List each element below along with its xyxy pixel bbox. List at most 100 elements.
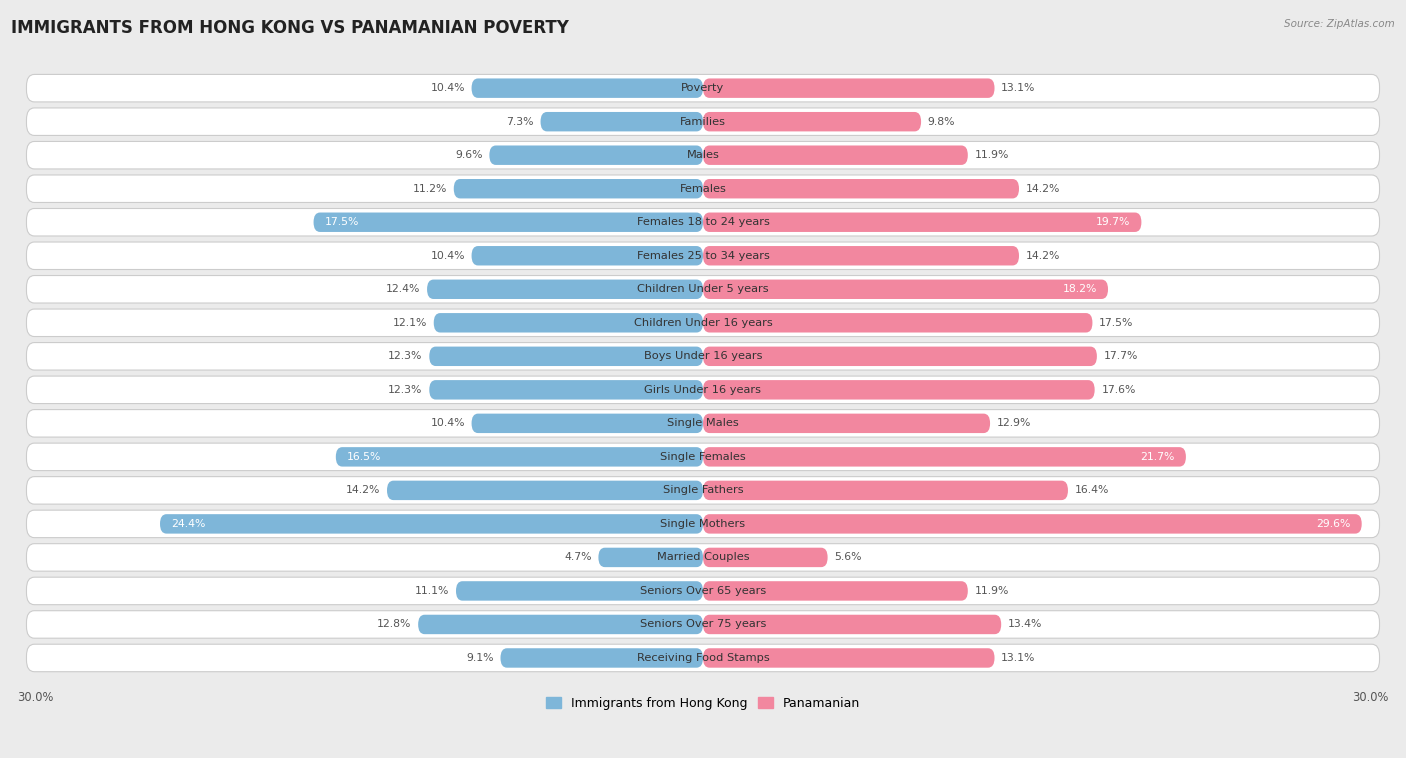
Text: 17.5%: 17.5% (1099, 318, 1133, 327)
FancyBboxPatch shape (703, 112, 921, 131)
FancyBboxPatch shape (27, 242, 1379, 270)
Text: 14.2%: 14.2% (1026, 183, 1060, 194)
FancyBboxPatch shape (427, 280, 703, 299)
Text: 16.5%: 16.5% (347, 452, 381, 462)
FancyBboxPatch shape (703, 280, 1108, 299)
Text: Children Under 16 years: Children Under 16 years (634, 318, 772, 327)
Text: Seniors Over 65 years: Seniors Over 65 years (640, 586, 766, 596)
Text: 24.4%: 24.4% (172, 519, 205, 529)
Text: 5.6%: 5.6% (834, 553, 862, 562)
FancyBboxPatch shape (27, 577, 1379, 605)
FancyBboxPatch shape (703, 648, 994, 668)
Text: 17.5%: 17.5% (325, 218, 359, 227)
FancyBboxPatch shape (27, 644, 1379, 672)
Text: Females 25 to 34 years: Females 25 to 34 years (637, 251, 769, 261)
Text: 11.9%: 11.9% (974, 150, 1010, 160)
Text: IMMIGRANTS FROM HONG KONG VS PANAMANIAN POVERTY: IMMIGRANTS FROM HONG KONG VS PANAMANIAN … (11, 19, 569, 37)
FancyBboxPatch shape (27, 208, 1379, 236)
Text: Seniors Over 75 years: Seniors Over 75 years (640, 619, 766, 629)
Text: 10.4%: 10.4% (430, 83, 465, 93)
FancyBboxPatch shape (418, 615, 703, 634)
FancyBboxPatch shape (489, 146, 703, 165)
Text: 11.1%: 11.1% (415, 586, 450, 596)
FancyBboxPatch shape (314, 212, 703, 232)
Text: 12.3%: 12.3% (388, 351, 423, 362)
Text: 11.2%: 11.2% (413, 183, 447, 194)
Text: 12.1%: 12.1% (392, 318, 427, 327)
FancyBboxPatch shape (703, 481, 1069, 500)
Text: Married Couples: Married Couples (657, 553, 749, 562)
FancyBboxPatch shape (387, 481, 703, 500)
FancyBboxPatch shape (703, 212, 1142, 232)
FancyBboxPatch shape (27, 409, 1379, 437)
FancyBboxPatch shape (27, 376, 1379, 403)
FancyBboxPatch shape (336, 447, 703, 467)
FancyBboxPatch shape (27, 108, 1379, 136)
Text: Children Under 5 years: Children Under 5 years (637, 284, 769, 294)
Text: Females: Females (679, 183, 727, 194)
FancyBboxPatch shape (703, 514, 1362, 534)
FancyBboxPatch shape (703, 414, 990, 433)
Text: 14.2%: 14.2% (1026, 251, 1060, 261)
FancyBboxPatch shape (456, 581, 703, 600)
FancyBboxPatch shape (703, 346, 1097, 366)
Text: 7.3%: 7.3% (506, 117, 534, 127)
Text: 9.6%: 9.6% (456, 150, 482, 160)
FancyBboxPatch shape (703, 447, 1185, 467)
FancyBboxPatch shape (27, 275, 1379, 303)
Text: 29.6%: 29.6% (1316, 519, 1351, 529)
Text: 9.1%: 9.1% (467, 653, 494, 663)
Text: 12.3%: 12.3% (388, 385, 423, 395)
FancyBboxPatch shape (27, 309, 1379, 337)
Text: 13.4%: 13.4% (1008, 619, 1042, 629)
FancyBboxPatch shape (703, 313, 1092, 333)
FancyBboxPatch shape (27, 343, 1379, 370)
FancyBboxPatch shape (703, 246, 1019, 265)
Text: 17.7%: 17.7% (1104, 351, 1137, 362)
Text: 12.8%: 12.8% (377, 619, 412, 629)
FancyBboxPatch shape (703, 380, 1095, 399)
Text: Boys Under 16 years: Boys Under 16 years (644, 351, 762, 362)
Text: Single Females: Single Females (661, 452, 745, 462)
FancyBboxPatch shape (703, 146, 967, 165)
FancyBboxPatch shape (471, 414, 703, 433)
Text: Single Males: Single Males (666, 418, 740, 428)
Text: 18.2%: 18.2% (1063, 284, 1097, 294)
Text: 4.7%: 4.7% (564, 553, 592, 562)
FancyBboxPatch shape (27, 611, 1379, 638)
Text: 19.7%: 19.7% (1095, 218, 1130, 227)
FancyBboxPatch shape (540, 112, 703, 131)
FancyBboxPatch shape (429, 380, 703, 399)
FancyBboxPatch shape (599, 548, 703, 567)
Text: 13.1%: 13.1% (1001, 83, 1036, 93)
Text: 16.4%: 16.4% (1074, 485, 1109, 496)
Text: Females 18 to 24 years: Females 18 to 24 years (637, 218, 769, 227)
FancyBboxPatch shape (703, 179, 1019, 199)
FancyBboxPatch shape (27, 543, 1379, 572)
Text: 21.7%: 21.7% (1140, 452, 1175, 462)
Text: 17.6%: 17.6% (1101, 385, 1136, 395)
FancyBboxPatch shape (454, 179, 703, 199)
FancyBboxPatch shape (703, 78, 994, 98)
Legend: Immigrants from Hong Kong, Panamanian: Immigrants from Hong Kong, Panamanian (541, 691, 865, 715)
FancyBboxPatch shape (471, 78, 703, 98)
Text: Girls Under 16 years: Girls Under 16 years (644, 385, 762, 395)
Text: 14.2%: 14.2% (346, 485, 380, 496)
Text: Families: Families (681, 117, 725, 127)
Text: Single Fathers: Single Fathers (662, 485, 744, 496)
FancyBboxPatch shape (27, 74, 1379, 102)
FancyBboxPatch shape (27, 477, 1379, 504)
FancyBboxPatch shape (160, 514, 703, 534)
FancyBboxPatch shape (429, 346, 703, 366)
Text: 12.9%: 12.9% (997, 418, 1031, 428)
Text: Single Mothers: Single Mothers (661, 519, 745, 529)
FancyBboxPatch shape (703, 548, 828, 567)
Text: Receiving Food Stamps: Receiving Food Stamps (637, 653, 769, 663)
Text: 10.4%: 10.4% (430, 251, 465, 261)
Text: 13.1%: 13.1% (1001, 653, 1036, 663)
Text: 11.9%: 11.9% (974, 586, 1010, 596)
FancyBboxPatch shape (27, 142, 1379, 169)
FancyBboxPatch shape (501, 648, 703, 668)
FancyBboxPatch shape (27, 175, 1379, 202)
FancyBboxPatch shape (471, 246, 703, 265)
